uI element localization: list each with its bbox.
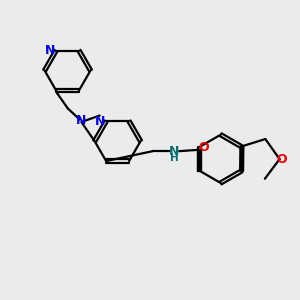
Text: N: N [95,115,105,128]
Text: N: N [169,145,179,158]
Text: N: N [76,114,87,127]
Text: H: H [170,153,178,163]
Text: N: N [45,44,56,57]
Text: O: O [277,153,287,166]
Text: O: O [199,141,209,154]
